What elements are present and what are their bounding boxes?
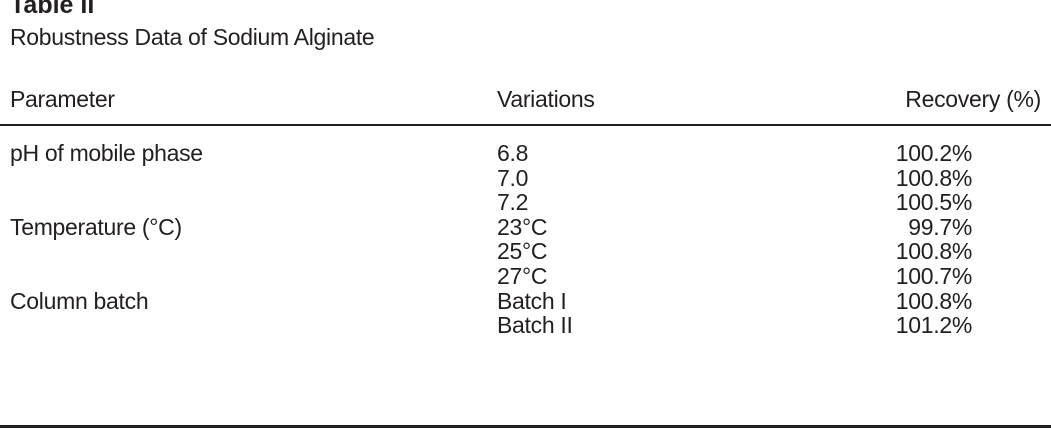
table-row: Batch II 101.2% [0, 312, 1051, 339]
table-row: 7.2 100.5% [0, 189, 1051, 216]
cell-variation: 7.0 [497, 164, 529, 191]
cell-variation: 25°C [497, 238, 548, 265]
table-row: 7.0 100.8% [0, 164, 1051, 191]
bottom-rule [0, 425, 1051, 428]
cell-recovery: 100.7% [895, 263, 973, 289]
header-rule [0, 124, 1051, 126]
cell-variation: 27°C [497, 263, 548, 289]
table-row: Column batch Batch I 100.8% [0, 287, 1051, 314]
cell-recovery: 101.2% [895, 312, 973, 339]
cell-recovery: 100.2% [895, 140, 973, 166]
cell-recovery: 100.8% [895, 287, 973, 314]
header-parameter: Parameter [10, 86, 115, 112]
table-row: 27°C 100.7% [0, 263, 1051, 289]
cell-recovery: 100.8% [895, 164, 973, 191]
table-row: Temperature (°C) 23°C 99.7% [0, 213, 1051, 240]
cell-recovery: 100.5% [895, 189, 973, 216]
table-row: pH of mobile phase 6.8 100.2% [0, 140, 1051, 166]
cell-parameter: Column batch [10, 287, 149, 314]
cell-variation: 6.8 [497, 140, 529, 166]
table-caption: Robustness Data of Sodium Alginate [10, 24, 375, 50]
header-variations: Variations [497, 86, 595, 112]
cell-variation: 23°C [497, 213, 548, 240]
cell-parameter: Temperature (°C) [10, 213, 182, 240]
cell-parameter: pH of mobile phase [10, 140, 203, 166]
cell-variation: Batch II [497, 312, 573, 339]
table-label: Table II [10, 0, 95, 19]
table-row: 25°C 100.8% [0, 238, 1051, 265]
header-recovery: Recovery (%) [905, 86, 1041, 112]
cell-variation: 7.2 [497, 189, 529, 216]
cell-recovery: 99.7% [908, 213, 972, 240]
cell-variation: Batch I [497, 287, 567, 314]
cell-recovery: 100.8% [895, 238, 973, 265]
